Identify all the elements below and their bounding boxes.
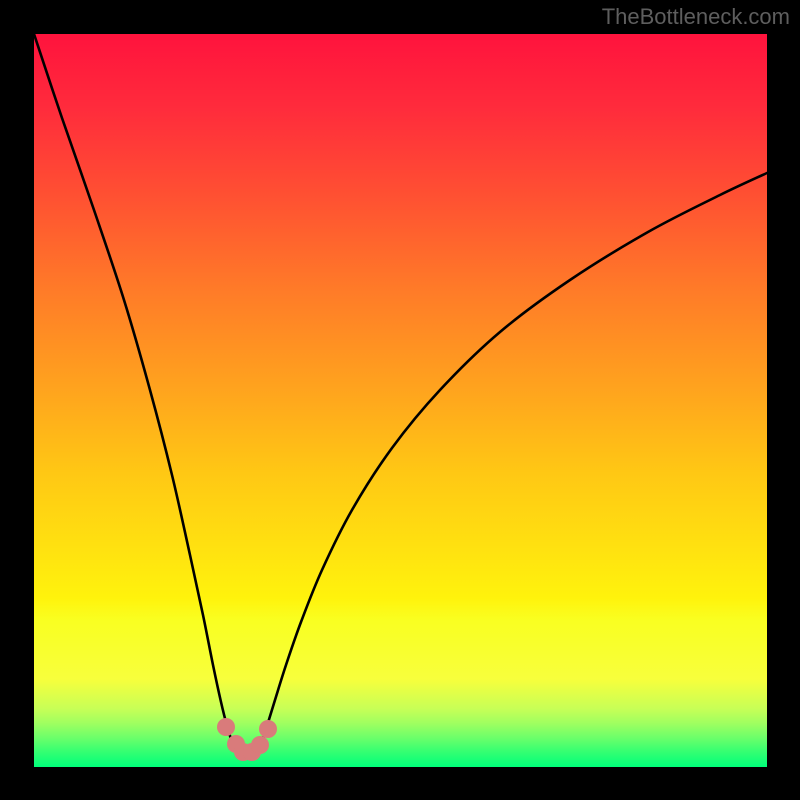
valley-dot xyxy=(217,718,235,736)
valley-dot xyxy=(251,736,269,754)
bottleneck-curve-svg xyxy=(34,34,767,767)
curve-right xyxy=(262,173,767,742)
chart-outer: TheBottleneck.com xyxy=(0,0,800,800)
watermark-text: TheBottleneck.com xyxy=(602,4,790,30)
valley-dots-group xyxy=(217,718,277,761)
valley-dot xyxy=(259,720,277,738)
curve-left xyxy=(34,34,232,742)
plot-area xyxy=(34,34,767,767)
